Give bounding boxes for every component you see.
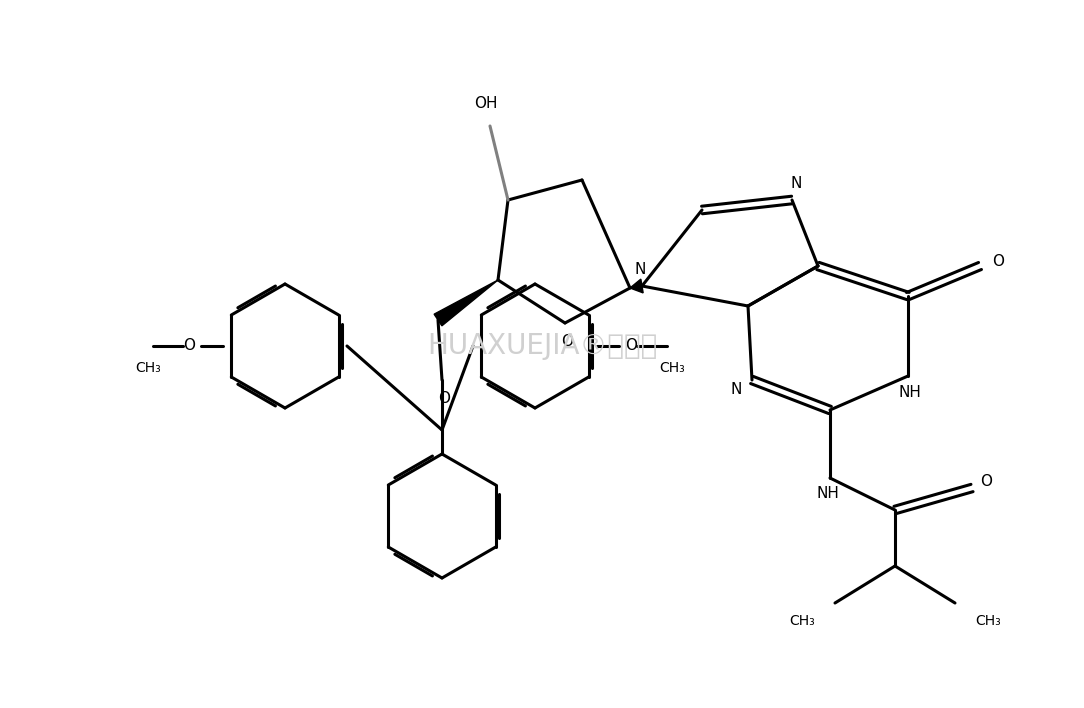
Text: HUAXUEJIA®化学加: HUAXUEJIA®化学加	[427, 332, 657, 360]
Polygon shape	[630, 279, 643, 293]
Text: O: O	[562, 333, 573, 348]
Text: N: N	[790, 176, 802, 191]
Polygon shape	[434, 280, 498, 326]
Text: O: O	[183, 338, 195, 353]
Text: N: N	[634, 263, 646, 278]
Text: NH: NH	[816, 486, 839, 501]
Text: CH₃: CH₃	[659, 361, 685, 375]
Text: OH: OH	[475, 96, 498, 111]
Text: O: O	[980, 474, 992, 489]
Text: CH₃: CH₃	[975, 614, 1001, 628]
Text: N: N	[731, 382, 741, 397]
Text: NH: NH	[899, 384, 921, 399]
Text: CH₃: CH₃	[136, 361, 160, 375]
Text: O: O	[992, 253, 1004, 268]
Text: O: O	[438, 391, 450, 406]
Text: O: O	[625, 338, 637, 353]
Text: CH₃: CH₃	[789, 614, 815, 628]
